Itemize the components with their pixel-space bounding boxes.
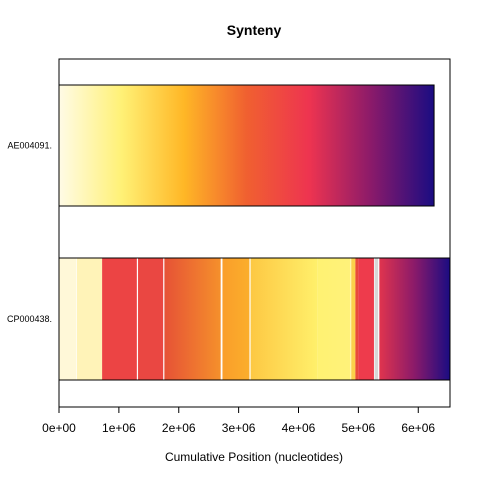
x-tick-label-6: 6e+06 (401, 421, 435, 435)
synteny-block-2-7 (250, 258, 318, 380)
x-tick-label-5: 5e+06 (342, 421, 376, 435)
x-tick-label-1: 1e+06 (102, 421, 136, 435)
synteny-block-2-6 (222, 258, 250, 380)
synteny-block-2-4 (138, 258, 164, 380)
genome-bars (58, 84, 451, 381)
genome-label-2: CP000438. (7, 314, 52, 324)
synteny-block-2-11 (358, 258, 374, 380)
synteny-block-2-13 (379, 258, 450, 380)
x-tick-label-2: 2e+06 (162, 421, 196, 435)
x-axis: 0e+00 1e+06 2e+06 3e+06 4e+06 5e+06 6e+06 (42, 406, 435, 435)
x-tick-label-3: 3e+06 (222, 421, 256, 435)
x-tick-label-4: 4e+06 (282, 421, 316, 435)
synteny-block-2-3 (102, 258, 137, 380)
synteny-block-2-12 (374, 258, 379, 380)
synteny-block-2-10 (355, 258, 359, 380)
x-tick-label-0: 0e+00 (42, 421, 76, 435)
chart-title: Synteny (227, 22, 282, 38)
genome-labels: AE004091. CP000438. (7, 141, 52, 325)
genome-bar-1 (59, 85, 435, 206)
x-axis-label: Cumulative Position (nucleotides) (165, 450, 343, 464)
synteny-block-2-2 (76, 258, 103, 380)
synteny-block-2-8 (317, 258, 351, 380)
synteny-block-2-5 (164, 258, 221, 380)
genome-label-1: AE004091. (7, 141, 52, 151)
synteny-block-2-9 (351, 258, 356, 380)
genome-outline-1 (58, 84, 435, 207)
genome-outline-2 (58, 257, 451, 381)
synteny-block-2-1 (59, 258, 77, 380)
